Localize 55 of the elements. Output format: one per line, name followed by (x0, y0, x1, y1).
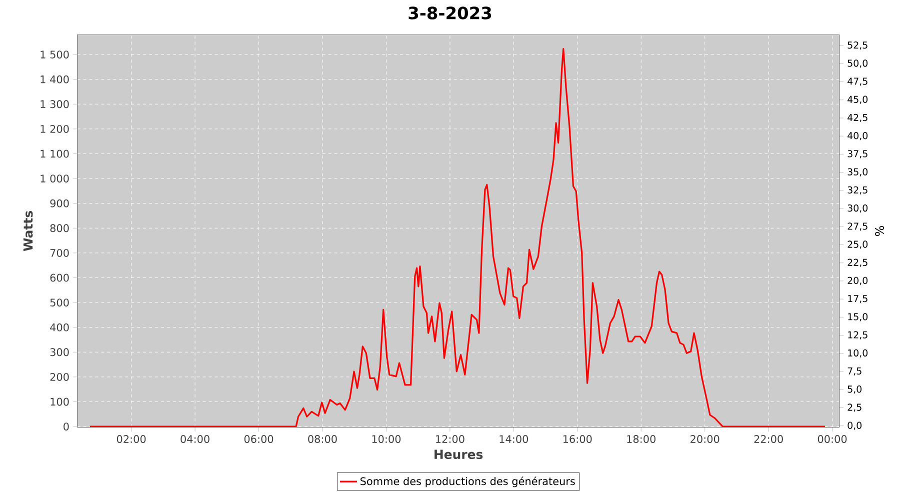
x-axis-title: Heures (434, 450, 483, 460)
y-tick-label: 600 (50, 274, 69, 282)
y-tick-label: 1 400 (40, 75, 69, 84)
y2-axis-title: % (875, 226, 884, 236)
y2-tick-label: 7,5 (848, 368, 862, 376)
y-tick-label: 500 (50, 298, 69, 306)
y-tick-label: 100 (50, 398, 69, 406)
y-tick-label: 400 (50, 323, 69, 332)
x-tick-label: 00:00 (818, 435, 847, 443)
y2-tick-label: 0,0 (848, 422, 862, 430)
x-tick-label: 02:00 (116, 435, 146, 443)
y2-tick-label: 22,5 (848, 258, 868, 267)
y2-tick-label: 32,5 (848, 186, 868, 194)
x-tick-label: 14:00 (500, 435, 528, 443)
y2-tick-label: 52,5 (848, 41, 868, 50)
y-tick-label: 800 (50, 224, 69, 232)
y2-tick-label: 50,0 (848, 60, 868, 68)
y2-tick-label: 45,0 (848, 96, 868, 104)
y2-tick-label: 10,0 (848, 349, 868, 358)
chart-title: 3-8-2023 (408, 6, 492, 20)
y-tick-label: 1 300 (40, 100, 69, 108)
y-tick-label: 1 100 (40, 150, 69, 158)
y2-tick-label: 30,0 (848, 204, 868, 213)
y2-tick-label: 17,5 (848, 295, 868, 304)
y2-tick-label: 37,5 (848, 150, 868, 158)
y-tick-label: 200 (50, 372, 69, 381)
y2-tick-label: 35,0 (848, 168, 868, 176)
y2-tick-label: 42,5 (848, 114, 868, 122)
y2-tick-label: 2,5 (848, 404, 862, 412)
x-tick-label: 22:00 (754, 435, 783, 443)
y2-tick-label: 12,5 (848, 331, 868, 340)
y-tick-label: 0 (64, 422, 69, 430)
y-tick-label: 1 500 (40, 50, 69, 58)
y-tick-label: 900 (50, 199, 69, 208)
y-tick-label: 700 (50, 248, 69, 257)
x-tick-label: 04:00 (180, 435, 210, 443)
legend-label: Somme des productions des générateurs (360, 476, 575, 488)
y2-tick-label: 25,0 (848, 240, 868, 249)
y-axis-title: Watts (23, 211, 33, 252)
y-tick-label: 1 000 (40, 174, 69, 182)
x-tick-label: 16:00 (563, 435, 592, 443)
y2-tick-label: 40,0 (848, 132, 868, 140)
y2-tick-label: 5,0 (848, 386, 862, 394)
y2-tick-label: 47,5 (848, 78, 868, 86)
x-tick-label: 12:00 (436, 435, 464, 443)
x-tick-label: 06:00 (244, 435, 274, 443)
x-tick-label: 18:00 (627, 435, 656, 443)
x-tick-label: 08:00 (308, 435, 337, 443)
y-tick-label: 1 200 (40, 124, 69, 133)
y2-tick-label: 15,0 (848, 313, 868, 322)
x-tick-label: 20:00 (690, 435, 720, 443)
x-tick-label: 10:00 (372, 435, 401, 443)
y-tick-label: 300 (50, 348, 69, 356)
y2-tick-label: 27,5 (848, 222, 868, 231)
y2-tick-label: 20,0 (848, 276, 868, 286)
